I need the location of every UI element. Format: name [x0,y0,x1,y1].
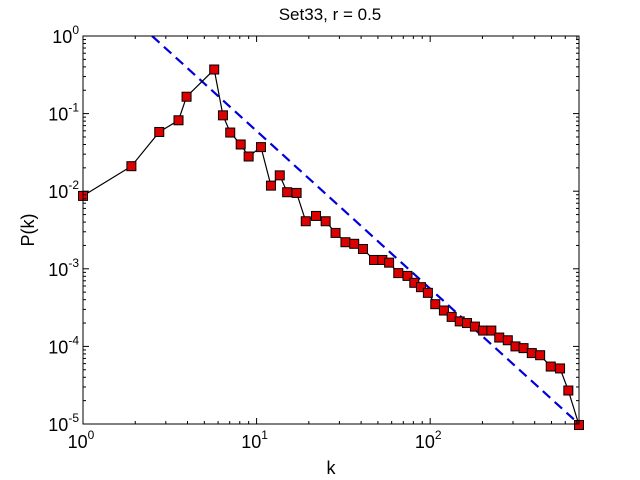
x-tick-label-base: 10 [415,432,435,452]
data-point-marker [217,110,228,121]
y-tick-label-exponent: 0 [72,23,79,37]
y-tick-label-base: 10 [48,105,68,125]
data-point-marker [357,243,368,254]
power-law-fit-line [151,35,580,425]
x-tick-label-base: 10 [68,432,88,452]
data-point-marker [282,187,293,198]
data-point-marker [469,321,480,332]
data-point-marker [291,187,302,198]
x-tick-label-exponent: 2 [435,428,442,442]
data-point-marker [154,126,165,137]
data-point-marker [384,257,395,268]
data-point-marker [563,385,574,396]
data-point-marker [349,238,360,249]
y-tick-label: 10-5 [48,411,79,435]
x-tick-label: 101 [241,428,268,452]
y-tick-label-exponent: -3 [68,256,79,270]
data-point-marker [526,348,537,359]
y-tick-label-exponent: -2 [68,178,79,192]
y-tick-label-base: 10 [52,27,72,47]
data-point-marker [415,282,426,293]
data-point-marker [535,350,546,361]
data-point-marker [502,335,513,346]
data-point-marker [340,237,351,248]
data-point-marker [518,343,529,354]
y-tick-label: 10-1 [48,101,79,125]
data-point-marker [369,254,380,265]
data-point-marker [265,180,276,191]
data-point-marker [181,91,192,102]
data-point-marker [300,216,311,227]
data-point-marker [209,64,220,75]
data-point-marker [126,161,137,172]
plot-area-frame [82,35,580,425]
data-point-marker [402,270,413,281]
y-tick-label: 100 [52,23,79,47]
y-tick-label-base: 10 [48,182,68,202]
y-tick-label: 10-4 [48,333,79,357]
x-tick-label-exponent: 1 [261,428,268,442]
y-axis-label: P(k) [18,214,38,247]
data-point-marker [438,305,449,316]
y-tick-label-exponent: -5 [68,411,79,425]
x-tick-label: 102 [415,428,442,452]
data-point-marker [486,325,497,336]
data-point-marker [225,127,236,138]
y-tick-label: 10-3 [48,256,79,280]
data-point-marker [274,170,285,181]
x-tick-label: 100 [68,428,95,452]
data-point-marker [430,299,441,310]
y-tick-label-exponent: -4 [68,333,79,347]
data-point-marker [243,151,254,162]
chart-title: Set33, r = 0.5 [279,5,382,24]
data-point-marker [255,142,266,153]
data-point-marker [173,115,184,126]
y-tick-label-exponent: -1 [68,101,79,115]
data-point-marker [330,227,341,238]
y-tick-label: 10-2 [48,178,79,202]
data-point-marker [311,210,322,221]
x-tick-label-base: 10 [241,432,261,452]
y-tick-label-base: 10 [48,415,68,435]
series-layer [78,35,584,431]
data-point-marker [555,363,566,374]
data-point-marker [235,139,246,150]
data-point-marker [393,268,404,279]
y-tick-label-base: 10 [48,337,68,357]
data-point-marker [494,332,505,343]
data-point-marker [422,287,433,298]
y-tick-label-base: 10 [48,260,68,280]
data-point-marker [320,216,331,227]
data-point-marker [545,361,556,372]
x-axis-label: k [327,458,337,478]
x-tick-label-exponent: 0 [88,428,95,442]
